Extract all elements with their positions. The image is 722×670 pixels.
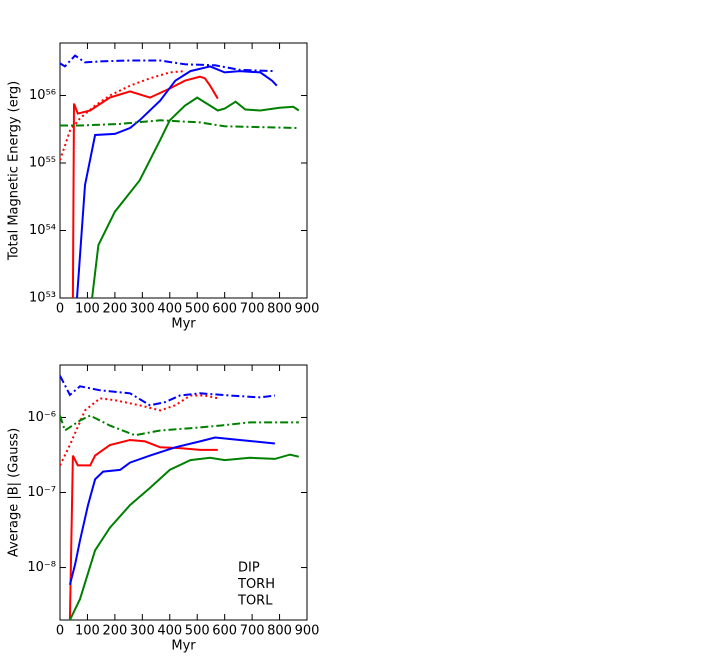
y-tick-label: 10⁻⁸	[27, 560, 56, 575]
x-tick-label: 400	[157, 302, 182, 317]
x-tick-label: 400	[157, 624, 182, 639]
series-line	[68, 438, 218, 620]
x-tick-label: 700	[240, 302, 265, 317]
series-line	[68, 453, 300, 620]
legend-label: TORL	[237, 594, 273, 609]
x-tick-label: 500	[185, 624, 210, 639]
series-line	[60, 394, 219, 466]
series-line	[91, 96, 300, 298]
y-tick-label: 10⁵⁴	[29, 223, 56, 238]
y-tick-label: 10⁻⁶	[27, 410, 56, 425]
y-axis-label: Total Magnetic Energy (erg)	[7, 81, 22, 261]
x-tick-label: 100	[75, 624, 100, 639]
series-line	[76, 65, 278, 298]
x-tick-label: 700	[240, 624, 265, 639]
series-line	[71, 75, 219, 298]
x-tick-label: 600	[212, 624, 237, 639]
y-axis-label: Average |B| (Gauss)	[7, 428, 22, 557]
x-tick-label: 800	[267, 302, 292, 317]
series-line	[60, 414, 299, 437]
y-tick-label: 10⁵³	[29, 291, 56, 306]
x-tick-label: 0	[56, 624, 64, 639]
x-tick-label: 600	[212, 302, 237, 317]
legend-label: DIP	[238, 561, 260, 576]
x-tick-label: 0	[56, 302, 64, 317]
x-tick-label: 300	[130, 302, 155, 317]
series-line	[60, 375, 276, 407]
x-tick-label: 300	[130, 624, 155, 639]
x-tick-label: 100	[75, 302, 100, 317]
series-line	[60, 119, 299, 129]
x-tick-label: 200	[102, 624, 127, 639]
x-tick-label: 900	[295, 302, 320, 317]
series-line	[68, 436, 275, 585]
x-tick-label: 900	[295, 624, 320, 639]
legend-label: TORH	[237, 577, 275, 592]
x-axis-label: Myr	[171, 639, 196, 654]
series-line	[60, 70, 185, 161]
series-line	[60, 54, 275, 73]
x-axis-label: Myr	[171, 317, 196, 332]
x-tick-label: 200	[102, 302, 127, 317]
y-tick-label: 10⁻⁷	[27, 485, 56, 500]
plot-frame	[59, 42, 308, 299]
y-tick-label: 10⁵⁵	[29, 156, 56, 171]
x-tick-label: 800	[267, 624, 292, 639]
x-tick-label: 500	[185, 302, 210, 317]
y-tick-label: 10⁵⁶	[29, 88, 56, 103]
